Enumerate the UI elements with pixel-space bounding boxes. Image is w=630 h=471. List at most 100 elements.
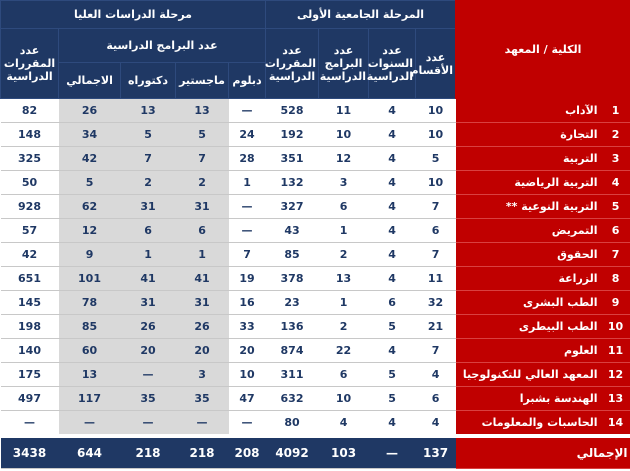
cell: 16 bbox=[228, 290, 266, 315]
cell: 2 bbox=[120, 170, 176, 195]
cell: 7 bbox=[600, 242, 630, 267]
cell: 117 bbox=[58, 386, 121, 411]
cell: 4 bbox=[368, 194, 416, 219]
cell: 1 bbox=[175, 242, 229, 267]
cell: 4 bbox=[415, 410, 456, 437]
cell: 12 bbox=[318, 146, 369, 171]
cell: 198 bbox=[0, 314, 59, 339]
table-row: 14 الحاسبات والمعلومات 4 4 4 80— — — — — bbox=[0, 410, 630, 437]
cell: 5 bbox=[368, 386, 416, 411]
cell: 10 bbox=[415, 98, 456, 123]
faculty-name: الهندسة بشبرا bbox=[455, 386, 601, 411]
cell: 41 bbox=[120, 266, 176, 291]
cell: 31 bbox=[120, 194, 176, 219]
table-row: 13 الهندسة بشبرا 6 5 10 632 47 35 35 117 497 bbox=[0, 386, 630, 411]
faculty-name: الحقوق bbox=[455, 242, 601, 267]
cell: 3 bbox=[318, 170, 369, 195]
cell: 6 bbox=[415, 218, 456, 243]
cell: 5 bbox=[368, 362, 416, 387]
faculty-name: المعهد العالي للتكنولوجيا bbox=[455, 362, 601, 387]
total-cell: 644 bbox=[58, 434, 121, 469]
cell: 85 bbox=[265, 242, 319, 267]
cell: 20 bbox=[175, 338, 229, 363]
total-cell: 4092 bbox=[265, 434, 319, 469]
cell: 6 bbox=[318, 362, 369, 387]
faculty-name: التربية النوعية ** bbox=[455, 194, 601, 219]
cell: 78 bbox=[58, 290, 121, 315]
cell: 4 bbox=[368, 218, 416, 243]
cell: — bbox=[120, 410, 176, 437]
postgrad-header: مرحلة الدراسات العليا bbox=[0, 0, 267, 29]
faculty-name: التمريض bbox=[455, 218, 601, 243]
cell: 42 bbox=[0, 242, 59, 267]
total-cell: 3438 bbox=[0, 434, 59, 469]
faculty-name: الآداب bbox=[455, 98, 601, 123]
cell: 1 bbox=[318, 290, 369, 315]
total-label: الإجمالي bbox=[455, 434, 630, 469]
cell: 1 bbox=[600, 98, 630, 123]
cell: 10 bbox=[228, 362, 266, 387]
cell: 10 bbox=[600, 314, 630, 339]
ug-courses-header: عدد المقررات الدراسية bbox=[265, 28, 320, 99]
cell: 2 bbox=[318, 242, 369, 267]
cell: 175 bbox=[0, 362, 59, 387]
faculty-name: الطب البيطرى bbox=[455, 314, 601, 339]
faculty-name: الحاسبات والمعلومات bbox=[455, 410, 601, 437]
cell: 311 bbox=[265, 362, 319, 387]
cell: 4 bbox=[600, 170, 630, 195]
faculty-name: التربية bbox=[455, 146, 601, 171]
cell: 632 bbox=[265, 386, 319, 411]
table-body: 1 الآداب 10 4 11 528—13 13 26 82 2 التجارة 10 4 10 192… bbox=[0, 98, 630, 469]
cell: 9 bbox=[600, 290, 630, 315]
cell: 12 bbox=[600, 362, 630, 387]
cell: 14 bbox=[600, 410, 630, 437]
cell: 136 bbox=[265, 314, 319, 339]
cell: 13 bbox=[318, 266, 369, 291]
faculty-name: الزراعة bbox=[455, 266, 601, 291]
table-row: 1 الآداب 10 4 11 528—13 13 26 82 bbox=[0, 98, 630, 123]
cell: 19 bbox=[228, 266, 266, 291]
cell: 325 bbox=[0, 146, 59, 171]
cell: 4 bbox=[368, 146, 416, 171]
cell: 13 bbox=[600, 386, 630, 411]
cell: 7 bbox=[175, 146, 229, 171]
faculty-name: الطب البشرى bbox=[455, 290, 601, 315]
pg-programs-header: عدد البرامج الدراسية bbox=[58, 28, 267, 63]
cell: 6 bbox=[368, 290, 416, 315]
cell: 4 bbox=[368, 170, 416, 195]
cell: 31 bbox=[175, 290, 229, 315]
cell: — bbox=[58, 410, 121, 437]
cell: 6 bbox=[318, 194, 369, 219]
cell: — bbox=[120, 362, 176, 387]
years-header: عدد السنوات الدراسية bbox=[367, 28, 417, 99]
cell: 7 bbox=[415, 194, 456, 219]
cell: 7 bbox=[120, 146, 176, 171]
total-cell: 218 bbox=[120, 434, 176, 469]
phd-header: دكتوراه bbox=[120, 62, 177, 99]
cell: 11 bbox=[600, 338, 630, 363]
cell: 6 bbox=[415, 386, 456, 411]
cell: 42 bbox=[58, 146, 121, 171]
cell: 62 bbox=[58, 194, 121, 219]
cell: 43 bbox=[265, 218, 319, 243]
cell: 13 bbox=[58, 362, 121, 387]
cell: 57 bbox=[0, 218, 59, 243]
total-cell: — bbox=[368, 434, 416, 469]
cell: 4 bbox=[415, 362, 456, 387]
cell: 351 bbox=[265, 146, 319, 171]
cell: 20 bbox=[228, 338, 266, 363]
cell: 10 bbox=[318, 122, 369, 147]
cell: 47 bbox=[228, 386, 266, 411]
cell: 3 bbox=[600, 146, 630, 171]
cell: — bbox=[175, 410, 229, 437]
cell: 132 bbox=[265, 170, 319, 195]
cell: — bbox=[228, 218, 266, 243]
cell: 101 bbox=[58, 266, 121, 291]
cell: 1 bbox=[228, 170, 266, 195]
cell: 28 bbox=[228, 146, 266, 171]
cell: 50 bbox=[0, 170, 59, 195]
cell: 5 bbox=[120, 122, 176, 147]
cell: 4 bbox=[368, 410, 416, 437]
table-row: 3 التربية 5 4 12 351 28 7 7 42 325 bbox=[0, 146, 630, 171]
cell: 10 bbox=[318, 386, 369, 411]
